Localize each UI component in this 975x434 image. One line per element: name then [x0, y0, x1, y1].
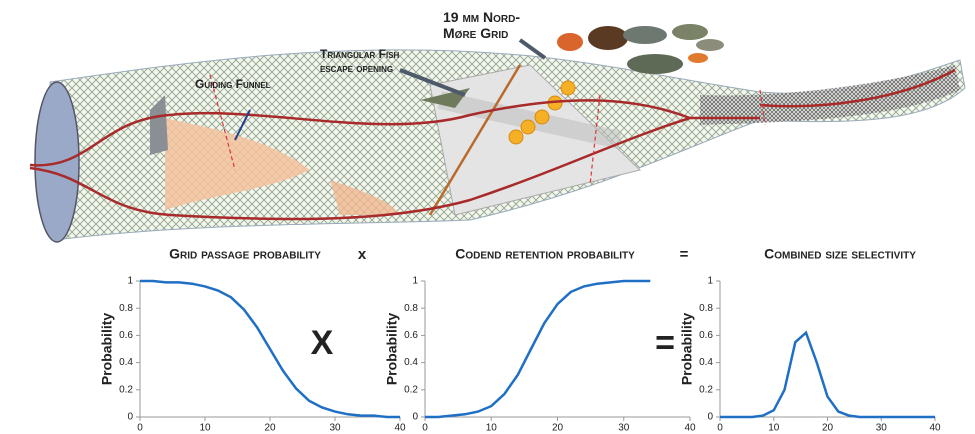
y-tick-label: 0	[707, 412, 713, 423]
y-axis-label: Probability	[384, 313, 400, 386]
trawl-illustration: Guiding Funnel Triangular Fish escape ope…	[29, 9, 966, 243]
y-tick-label: 0.6	[119, 330, 133, 341]
label-line: escape opening	[320, 61, 393, 75]
y-tick-label: 0	[412, 412, 418, 423]
y-tick-label: 0.2	[699, 384, 713, 395]
x-tick-label: 10	[199, 423, 211, 434]
fish-icons	[557, 24, 724, 74]
x-tick-label: 30	[618, 423, 630, 434]
y-tick-label: 0.8	[699, 303, 713, 314]
x-tick-label: 40	[394, 423, 406, 434]
x-tick-label: 0	[422, 423, 428, 434]
chart-title: Combined size selectivity	[764, 246, 916, 262]
x-tick-label: 30	[329, 423, 341, 434]
x-tick-label: 10	[486, 423, 498, 434]
diagram-label: 19 mm Nord-Møre Grid	[443, 9, 520, 41]
x-tick-label: 0	[137, 423, 143, 434]
label-line: 19 mm Nord-	[443, 9, 520, 25]
operator: x	[358, 246, 367, 263]
y-tick-label: 1	[707, 276, 713, 287]
y-tick-label: 0.4	[699, 357, 713, 368]
y-tick-label: 0.8	[119, 303, 133, 314]
chart-title: Grid passage probability	[169, 246, 321, 262]
x-tick-label: 20	[264, 423, 276, 434]
y-tick-label: 0.6	[404, 330, 418, 341]
x-tick-label: 40	[684, 423, 696, 434]
y-tick-label: 0.6	[699, 330, 713, 341]
x-tick-label: 30	[876, 423, 888, 434]
x-tick-label: 20	[552, 423, 564, 434]
chart-title: Codend retention probability	[455, 246, 635, 262]
y-tick-label: 0.2	[404, 384, 418, 395]
y-tick-label: 0.2	[119, 384, 133, 395]
operator: =	[655, 324, 675, 362]
x-tick-label: 40	[929, 423, 941, 434]
y-tick-label: 0.4	[119, 357, 133, 368]
y-tick-label: 0.8	[404, 303, 418, 314]
y-axis-label: Probability	[679, 313, 695, 386]
x-tick-label: 0	[717, 423, 723, 434]
label-line: Møre Grid	[443, 25, 508, 41]
operator: =	[680, 246, 689, 263]
operator: X	[311, 324, 334, 362]
y-tick-label: 0	[127, 412, 133, 423]
label-line: Guiding Funnel	[195, 77, 271, 91]
y-axis-label: Probability	[99, 313, 115, 386]
diagram-label: Triangular Fish escape opening	[320, 47, 400, 75]
x-tick-label: 10	[768, 423, 780, 434]
y-tick-label: 0.4	[404, 357, 418, 368]
diagram-label: Guiding Funnel	[195, 77, 271, 91]
y-tick-label: 1	[412, 276, 418, 287]
data-line	[140, 279, 400, 419]
data-line	[720, 330, 935, 419]
data-line	[425, 279, 651, 419]
x-tick-label: 20	[822, 423, 834, 434]
label-line: Triangular Fish	[320, 47, 400, 61]
y-tick-label: 1	[127, 276, 133, 287]
